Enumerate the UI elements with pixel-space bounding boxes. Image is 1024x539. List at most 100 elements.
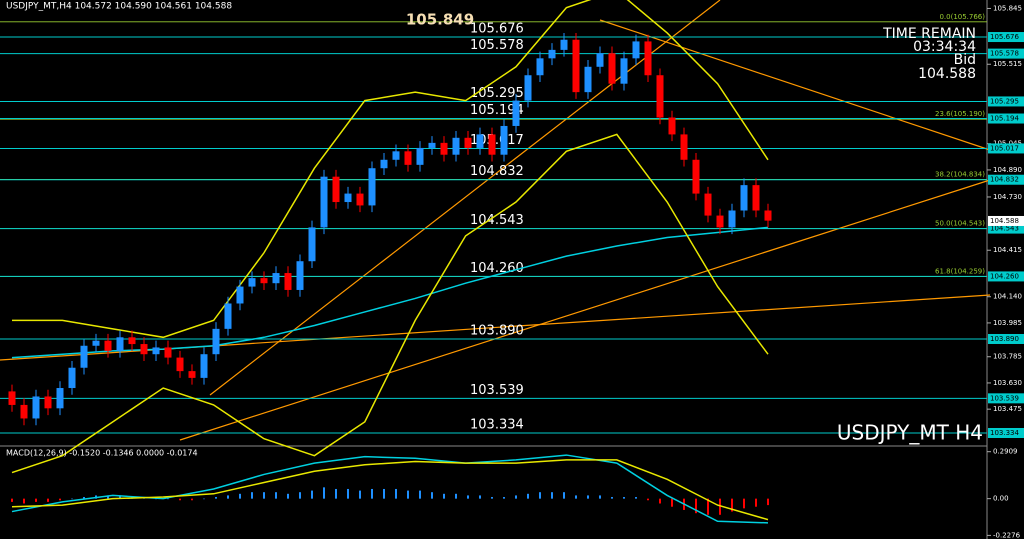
- candle-body: [344, 193, 352, 203]
- candle-body: [92, 340, 100, 346]
- signal-line: [11, 459, 769, 521]
- histogram-bar: [707, 498, 709, 515]
- histogram-bar: [59, 498, 61, 501]
- level-label: 105.194: [470, 103, 524, 118]
- histogram-bar: [575, 495, 577, 499]
- histogram-bar: [467, 495, 469, 499]
- histogram-bar: [179, 498, 181, 501]
- bid-price: 104.588: [918, 66, 976, 82]
- candle-body: [488, 134, 496, 155]
- candle-body: [452, 137, 460, 155]
- histogram-bar: [611, 497, 613, 499]
- candle-body: [524, 75, 532, 101]
- level-box-label: 104.543: [990, 225, 1019, 233]
- candle-body: [128, 337, 136, 345]
- y-tick-label: 103.985: [993, 319, 1022, 327]
- trend-line: [179, 179, 991, 441]
- candle-body: [116, 337, 124, 351]
- histogram-bar: [311, 490, 313, 499]
- candle-body: [692, 159, 700, 194]
- level-box: [988, 393, 1024, 404]
- histogram-bar: [407, 490, 409, 499]
- level-label: 105.676: [470, 22, 524, 37]
- candle-body: [44, 396, 52, 409]
- histogram-bar: [527, 493, 529, 499]
- level-box: [988, 271, 1024, 282]
- histogram-bar: [731, 498, 733, 512]
- candle-body: [380, 159, 388, 169]
- candle-body: [512, 100, 520, 126]
- histogram-bar: [587, 495, 589, 499]
- candle-body: [332, 176, 340, 203]
- candle-body: [476, 134, 484, 148]
- level-box: [988, 96, 1024, 107]
- histogram-bar: [167, 498, 169, 500]
- candle-body: [644, 41, 652, 76]
- histogram-bar: [71, 498, 73, 500]
- time-label: TIME REMAIN: [882, 26, 976, 42]
- level-label: 104.260: [470, 261, 524, 276]
- y-tick-label: 0.2909: [993, 448, 1018, 456]
- histogram-bar: [515, 495, 517, 499]
- histogram-bar: [599, 495, 601, 499]
- candle-body: [584, 66, 592, 93]
- level-label: 104.832: [470, 164, 524, 179]
- level-label: 105.578: [470, 38, 524, 53]
- candle-body: [296, 261, 304, 290]
- candle-body: [704, 193, 712, 216]
- candle-body: [656, 75, 664, 118]
- histogram-bar: [767, 498, 769, 506]
- candle-body: [68, 367, 76, 389]
- histogram-bar: [227, 495, 229, 499]
- level-box: [988, 427, 1024, 438]
- indicator-line: [11, 133, 769, 474]
- histogram-bar: [119, 495, 121, 499]
- histogram-bar: [443, 493, 445, 499]
- level-label: 103.334: [470, 417, 524, 432]
- candle-body: [224, 303, 232, 329]
- candle-body: [416, 147, 424, 165]
- candle-body: [368, 168, 376, 206]
- histogram-bar: [107, 495, 109, 499]
- level-box-label: 105.017: [990, 144, 1019, 152]
- histogram-bar: [491, 497, 493, 499]
- candle-body: [176, 357, 184, 372]
- histogram-bar: [383, 488, 385, 499]
- histogram-bar: [83, 497, 85, 499]
- fibo-label: 23.6(105.190): [935, 110, 985, 118]
- indicator-line: [11, 226, 769, 359]
- indicator-line: [12, 0, 769, 339]
- candle-body: [236, 286, 244, 304]
- fibo-label: 38.2(104.834): [935, 170, 985, 178]
- fibo-label: 61.8(104.259): [935, 268, 985, 276]
- candle-body: [680, 134, 688, 160]
- watermark: USDJPY_MT H4: [837, 421, 983, 445]
- y-tick-label: 103.785: [993, 353, 1022, 361]
- histogram-bar: [347, 488, 349, 499]
- level-box-label: 103.890: [990, 335, 1019, 343]
- candle-body: [548, 49, 556, 59]
- histogram-bar: [431, 492, 433, 499]
- level-label: 103.890: [470, 323, 524, 338]
- candle-body: [752, 185, 760, 211]
- candle-body: [320, 176, 328, 228]
- histogram-bar: [287, 493, 289, 499]
- histogram-bar: [203, 498, 205, 500]
- fibo-label: 0.0(105.766): [939, 13, 985, 21]
- level-label: 105.295: [470, 86, 524, 101]
- histogram-bar: [251, 492, 253, 499]
- candle-body: [764, 210, 772, 221]
- candle-body: [668, 117, 676, 135]
- candle-body: [164, 347, 172, 358]
- histogram-bar: [455, 493, 457, 499]
- histogram-bar: [623, 497, 625, 499]
- candle-body: [428, 142, 436, 148]
- candle-body: [8, 391, 16, 405]
- candle-body: [200, 354, 208, 378]
- candle-body: [716, 215, 724, 228]
- level-box-label: 103.539: [990, 394, 1019, 402]
- histogram-bar: [215, 497, 217, 499]
- candle-body: [392, 151, 400, 160]
- histogram-bar: [503, 497, 505, 499]
